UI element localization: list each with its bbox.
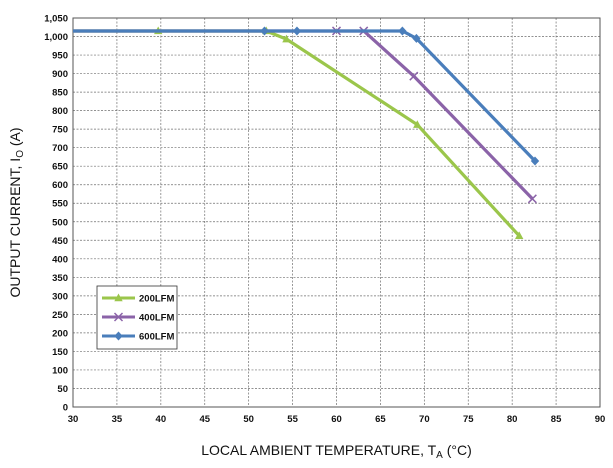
data-point-stroke (113, 312, 124, 322)
data-point (409, 71, 419, 81)
y-tick-label: 200 (52, 328, 68, 339)
data-point (527, 194, 537, 204)
axis-titles: LOCAL AMBIENT TEMPERATURE, TA (°C) OUTPUT… (7, 127, 472, 461)
data-point (114, 293, 123, 302)
x-tick-label: 55 (287, 414, 298, 425)
y-tick-label: 300 (52, 291, 68, 302)
x-tick-label: 75 (463, 414, 474, 425)
x-tick-label: 90 (595, 414, 606, 425)
x-tick-label: 70 (419, 414, 430, 425)
data-point (114, 331, 123, 341)
y-tick-label: 700 (52, 143, 68, 154)
y-tick-label: 500 (52, 217, 68, 228)
y-tick-label: 850 (52, 88, 68, 99)
series-600lfm (73, 26, 540, 166)
y-axis-title-subscript: O (15, 150, 26, 158)
y-tick-label: 1,000 (44, 32, 68, 43)
y-tick-label: 1,050 (44, 14, 68, 25)
y-tick-label: 250 (52, 310, 68, 321)
y-tick-label: 100 (52, 365, 68, 376)
x-axis-title-unit: (°C) (443, 442, 472, 458)
data-point (292, 26, 302, 36)
data-point (514, 231, 524, 240)
y-tick-label: 0 (63, 403, 68, 414)
y-axis-title: OUTPUT CURRENT, IO (A) (7, 127, 26, 297)
data-point (398, 26, 407, 36)
x-tick-label: 30 (68, 414, 79, 425)
x-tick-label: 80 (507, 414, 518, 425)
x-tick-label: 50 (243, 414, 254, 425)
x-tick-label: 35 (112, 414, 123, 425)
x-tick-label: 65 (375, 414, 386, 425)
axes: 0 50 100 150 200 250 300 350 400 450 500 550 600 650 7… (44, 14, 605, 426)
x-tick-label: 85 (551, 414, 562, 425)
y-tick-label: 550 (52, 199, 68, 210)
x-tick-label: 40 (156, 414, 167, 425)
y-tick-label: 400 (52, 254, 68, 265)
y-tick-label: 450 (52, 236, 68, 247)
y-tick-label: 50 (57, 384, 68, 395)
x-tick-label: 60 (331, 414, 342, 425)
data-point (413, 120, 422, 128)
y-tick-label: 800 (52, 106, 68, 117)
plot-border (72, 17, 601, 408)
y-axis-title-unit: (A) (7, 127, 23, 150)
x-axis-title-subscript: A (436, 450, 443, 461)
y-tick-label: 900 (52, 69, 68, 80)
data-point (113, 312, 124, 322)
y-tick-label: 750 (52, 125, 68, 136)
y-tick-label: 350 (52, 273, 68, 284)
data-point (282, 34, 291, 43)
legend-label: 600LFM (139, 332, 174, 343)
x-axis-title-main: LOCAL AMBIENT TEMPERATURE, T (201, 442, 436, 458)
x-axis-title: LOCAL AMBIENT TEMPERATURE, TA (°C) (201, 442, 472, 461)
series-group (73, 26, 540, 240)
x-tick-label: 45 (199, 414, 210, 425)
data-point (530, 156, 540, 166)
y-tick-label: 150 (52, 347, 68, 358)
data-point (260, 26, 269, 36)
legend-label: 400LFM (139, 313, 174, 324)
data-point-stroke (527, 194, 537, 204)
series-line (73, 29, 537, 163)
y-tick-label: 650 (52, 162, 68, 173)
y-tick-label: 950 (52, 51, 68, 62)
y-tick-label: 600 (52, 180, 68, 191)
legend-label: 200LFM (139, 294, 174, 305)
y-axis-title-main: OUTPUT CURRENT, I (7, 158, 23, 298)
legend: 200LFM 400LFM 600LFM (96, 285, 178, 350)
data-point (412, 33, 421, 43)
data-point-stroke (409, 71, 419, 81)
